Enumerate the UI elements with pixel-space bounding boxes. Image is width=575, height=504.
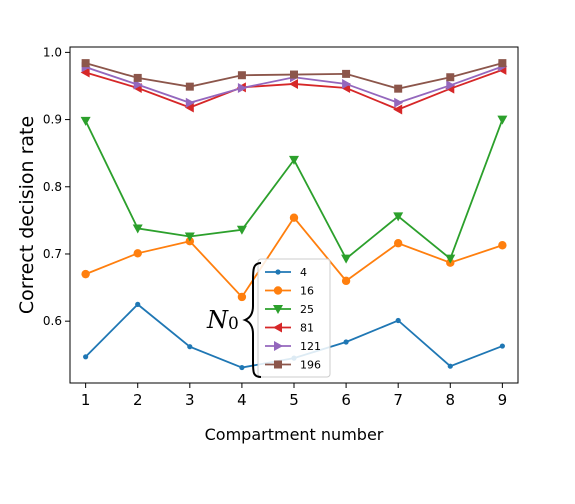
x-tick-label: 6 xyxy=(341,391,351,409)
data-point xyxy=(289,155,299,165)
data-point xyxy=(239,364,245,371)
data-point xyxy=(393,212,404,222)
x-tick-label: 7 xyxy=(393,391,403,409)
data-point xyxy=(446,80,456,91)
legend-marker xyxy=(275,269,281,275)
plot-area xyxy=(80,59,508,371)
data-point xyxy=(289,213,299,222)
data-point xyxy=(187,344,193,350)
data-point xyxy=(394,84,403,93)
y-axis-ticks: 0.6 0.7 0.8 0.9 1.0 xyxy=(43,45,70,328)
x-tick-label: 8 xyxy=(446,391,456,409)
data-point xyxy=(447,363,453,369)
data-point xyxy=(290,70,298,79)
data-point xyxy=(80,116,91,126)
data-point xyxy=(289,78,298,89)
x-tick-label: 1 xyxy=(81,391,91,409)
x-axis-label: Compartment number xyxy=(205,425,384,444)
legend-entry: 25 xyxy=(265,303,314,316)
legend-label: 16 xyxy=(300,285,314,298)
x-tick-label: 3 xyxy=(185,391,195,409)
series-line xyxy=(84,119,504,261)
data-point xyxy=(81,269,90,279)
data-point xyxy=(342,69,351,78)
legend-marker xyxy=(273,322,282,333)
legend-entry: 81 xyxy=(265,322,314,335)
legend-entry: 196 xyxy=(265,359,321,372)
data-point xyxy=(237,71,246,80)
data-point xyxy=(237,292,247,302)
legend-marker xyxy=(274,360,282,369)
data-point xyxy=(499,343,505,349)
data-point xyxy=(236,225,247,235)
data-point xyxy=(497,115,508,125)
x-tick-label: 9 xyxy=(498,391,508,409)
data-point xyxy=(342,78,352,89)
data-point xyxy=(135,301,141,307)
legend-brace xyxy=(242,262,262,378)
x-tick-label: 2 xyxy=(133,391,143,409)
data-point xyxy=(237,82,247,93)
legend-entry: 16 xyxy=(265,285,314,298)
data-point xyxy=(83,354,89,360)
data-point xyxy=(445,254,456,264)
series-196 xyxy=(81,59,507,93)
data-point xyxy=(393,104,403,115)
y-tick-label: 0.9 xyxy=(43,113,62,127)
x-tick-label: 5 xyxy=(289,391,299,409)
data-point xyxy=(343,339,349,345)
data-point xyxy=(80,67,90,78)
legend-marker xyxy=(273,305,283,314)
data-point xyxy=(446,73,455,82)
legend-marker xyxy=(274,341,283,351)
y-tick-label: 0.8 xyxy=(43,180,62,194)
legend-label: 4 xyxy=(300,266,307,279)
legend-annotation: N0 xyxy=(206,262,262,378)
data-point xyxy=(132,224,143,234)
legend: 4 16 25 81 121 196 xyxy=(257,258,331,378)
data-point xyxy=(341,254,352,264)
data-point xyxy=(184,232,195,242)
y-tick-label: 0.6 xyxy=(43,314,62,328)
y-tick-label: 0.7 xyxy=(43,247,62,261)
y-axis-label: Correct decision rate xyxy=(16,116,38,314)
legend-label: 196 xyxy=(300,359,321,372)
y-tick-label: 1.0 xyxy=(43,45,62,59)
data-point xyxy=(185,82,194,91)
x-tick-label: 4 xyxy=(237,391,247,409)
data-point xyxy=(133,79,143,90)
data-point xyxy=(395,317,401,324)
series-25 xyxy=(80,115,508,264)
data-point xyxy=(394,97,404,108)
data-point xyxy=(393,239,403,248)
n0-label: N0 xyxy=(206,306,239,334)
data-point xyxy=(81,59,90,68)
legend-label: 81 xyxy=(300,322,314,335)
legend-entry: 4 xyxy=(265,266,307,279)
data-point xyxy=(133,249,142,258)
x-axis-ticks: 1 2 3 4 5 6 7 8 9 xyxy=(81,383,507,409)
legend-entry: 121 xyxy=(265,340,321,353)
n0-main: N xyxy=(206,306,229,334)
data-point xyxy=(185,97,195,108)
data-point xyxy=(498,241,507,250)
data-point xyxy=(133,73,142,82)
data-point xyxy=(341,276,351,286)
legend-label: 25 xyxy=(300,303,314,316)
data-point xyxy=(184,102,194,113)
legend-label: 121 xyxy=(300,340,321,353)
data-point xyxy=(498,59,507,68)
legend-marker xyxy=(273,286,283,295)
n0-subscript: 0 xyxy=(228,314,239,334)
